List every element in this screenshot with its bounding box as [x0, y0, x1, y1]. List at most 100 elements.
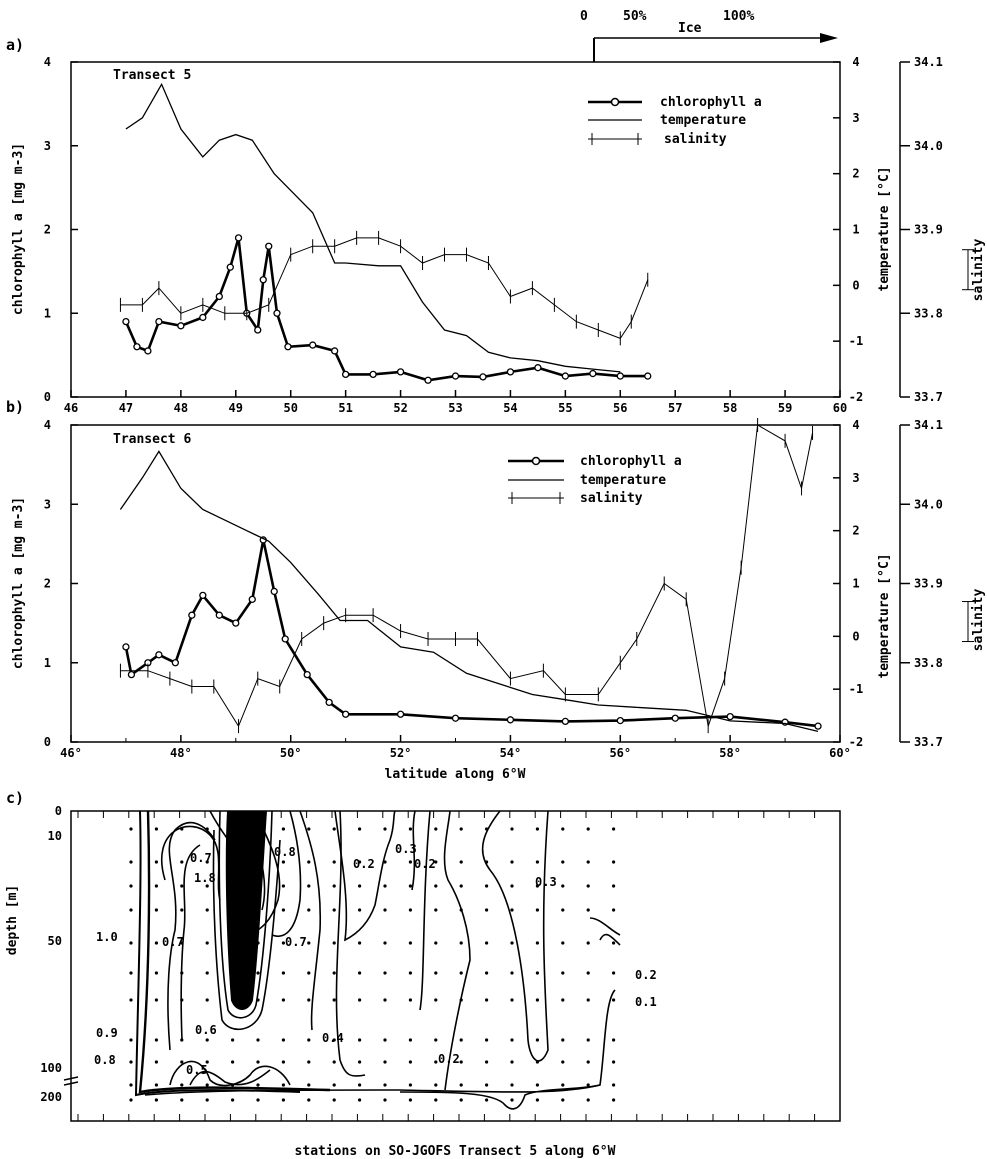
station-dot [281, 1060, 285, 1064]
panel-c-dense-core [212, 810, 281, 1031]
station-dot [535, 941, 540, 945]
station-dot [154, 1083, 158, 1087]
panel-b-legend: chlorophyll a temperature salinity [508, 454, 682, 506]
station-dot [459, 860, 463, 864]
station-dot [358, 1060, 362, 1064]
y-right-tick-label: 3 [852, 111, 859, 125]
chlorophyll-a-point [177, 322, 185, 330]
station-dot [358, 1098, 362, 1102]
x-tick-label: 50 [283, 401, 297, 415]
station-dot [434, 941, 438, 945]
station-dot [561, 827, 565, 831]
station-dot [358, 860, 362, 864]
chlorophyll-a-point [122, 317, 130, 326]
station-dot [434, 908, 438, 912]
station-dot [383, 971, 387, 975]
station-dot [358, 908, 362, 912]
chlorophyll-a-point [561, 717, 570, 726]
chlorophyll-a-point [273, 309, 281, 317]
contour-label: 0.1 [635, 995, 657, 1009]
station-dot [485, 971, 489, 975]
station-dot [281, 1098, 285, 1102]
contour-label: 0.8 [94, 1053, 116, 1067]
contour-line [180, 844, 201, 1041]
station-dot [459, 827, 463, 831]
chlorophyll-a-point [616, 716, 624, 725]
chlorophyll-a-point [424, 376, 432, 384]
station-dot [129, 941, 133, 945]
chlorophyll-a-point [259, 276, 267, 284]
contour-label: 0.2 [635, 968, 657, 982]
station-dot [612, 1060, 616, 1064]
contour-label: 1.0 [96, 930, 118, 944]
panel-a-ylabel-left: chlorophyll a [mg m-3] [11, 143, 26, 315]
station-dot [180, 1098, 184, 1102]
station-dot [307, 1098, 311, 1102]
chlorophyll-a-point [226, 263, 234, 271]
panel-c-frame [70, 810, 841, 1122]
contour-label: 0.2 [438, 1052, 460, 1066]
station-dot [485, 998, 489, 1002]
station-dot [586, 1060, 590, 1064]
station-dot [281, 998, 285, 1002]
y-right-tick-label: 4 [852, 418, 859, 432]
legend-b-chl-label: chlorophyll a [580, 454, 682, 469]
station-dot [586, 860, 590, 864]
y-right-tick-label: 2 [852, 167, 859, 181]
station-dot [129, 971, 133, 975]
chlorophyll-a-point [331, 347, 339, 355]
station-dot [434, 1060, 438, 1064]
station-dot [434, 998, 438, 1002]
station-dot [535, 908, 540, 912]
station-dot [281, 860, 285, 864]
station-dot [281, 884, 285, 888]
station-dot [510, 827, 514, 831]
station-dot [561, 971, 565, 975]
contour-line [335, 810, 366, 1077]
station-dot [510, 908, 514, 912]
station-dot [205, 908, 209, 912]
station-dot [535, 998, 540, 1002]
x-tick-label: 56 [613, 401, 627, 415]
station-dot [612, 941, 616, 945]
station-dot [485, 1098, 489, 1102]
station-dot [256, 1038, 260, 1042]
chlorophyll-a-point [341, 370, 350, 379]
station-dot [510, 998, 514, 1002]
x-tick-label: 46° [60, 746, 82, 760]
x-tick-label: 46 [64, 401, 78, 415]
salinity-line [120, 424, 813, 728]
x-tick-label: 60° [829, 746, 851, 760]
station-dot [180, 1083, 184, 1087]
station-dot [586, 827, 590, 831]
station-dot [154, 998, 158, 1002]
x-tick-label: 52° [390, 746, 412, 760]
contour-line [589, 917, 621, 936]
contour-line [411, 810, 416, 891]
salinity-tick-label: 33.7 [914, 735, 943, 749]
panel-a-axes: 46 47 48 49 50 51 52 53 54 55 56 57 58 59 60 0 1 2 3 4 -2 -1 0… [44, 55, 974, 415]
contour-line [419, 810, 431, 1011]
station-dot [408, 884, 412, 888]
station-dot [281, 1083, 285, 1087]
station-dot [408, 908, 412, 912]
contour-label: 0.7 [162, 935, 184, 949]
station-dot [281, 1038, 285, 1042]
station-dot [231, 1038, 235, 1042]
station-dot [205, 971, 209, 975]
chlorophyll-a-point [726, 712, 734, 721]
station-dot [383, 1098, 387, 1102]
station-dot [205, 884, 209, 888]
station-dot [332, 971, 336, 975]
chlorophyll-a-point [199, 591, 207, 600]
station-dot [332, 884, 336, 888]
station-dot [129, 884, 133, 888]
station-dot [612, 1083, 616, 1087]
y-left-tick-label: 3 [44, 497, 51, 511]
contour-line [334, 810, 396, 942]
y-left-tick-label: 2 [44, 577, 51, 591]
chlorophyll-a-point [396, 368, 405, 376]
station-dot [586, 1083, 590, 1087]
station-dot [586, 884, 590, 888]
chlorophyll-a-point [341, 710, 350, 718]
